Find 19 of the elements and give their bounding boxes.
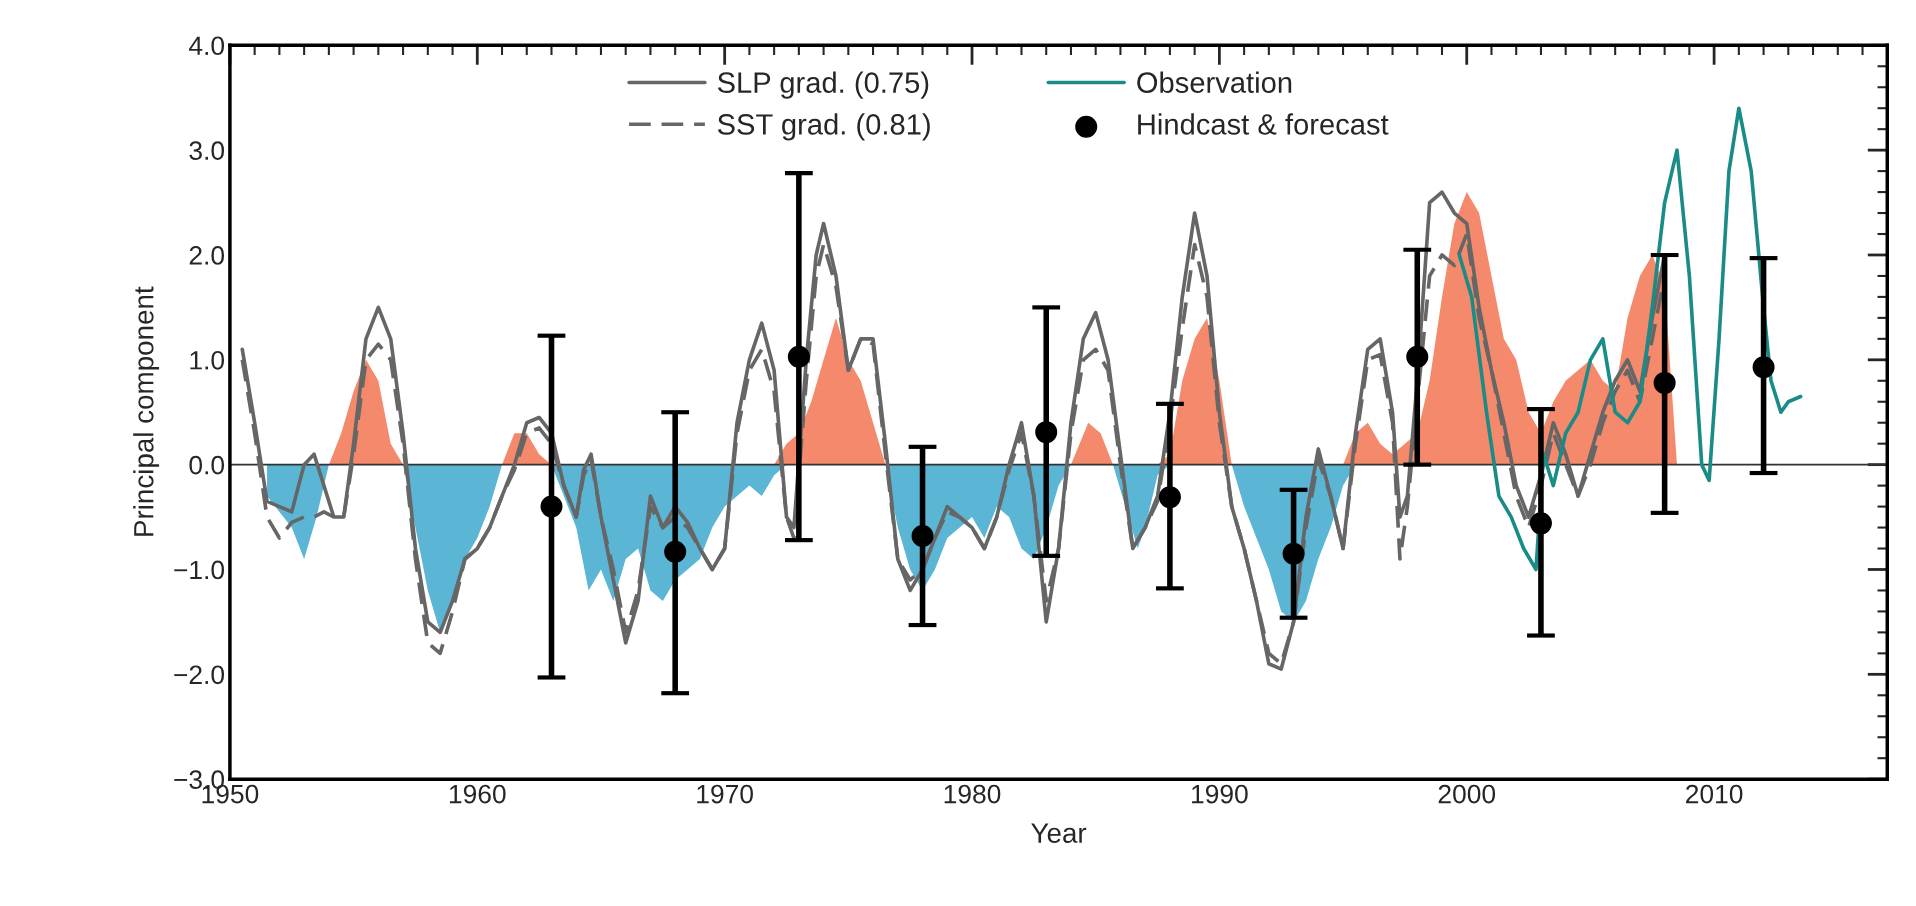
legend-label: SST grad. (0.81) [717,113,930,141]
legend-label: Hindcast & forecast [1138,113,1389,135]
legend-label: SLP grad. (0.75) [717,71,929,99]
y-tick-label: 0.0 [189,455,225,475]
y-axis-title: Principal component [133,286,160,536]
y-tick-label: −2.0 [174,665,225,685]
y-tick-label: 1.0 [190,350,225,370]
x-tick-label: 2010 [1686,784,1743,804]
y-tick-label: 4.0 [188,36,225,56]
x-tick-label: 1960 [449,784,506,804]
x-tick-label: 1980 [944,784,1001,804]
y-tick-label: −1.0 [174,560,225,580]
x-tick-label: 1990 [1192,784,1248,804]
x-axis-title: Year [1031,823,1087,843]
legend-label: Observation [1137,71,1292,93]
y-tick-label: 3.0 [189,141,225,160]
x-tick-label: 2000 [1438,784,1496,804]
x-tick-label: 1970 [697,784,753,804]
y-tick-label: 2.0 [189,246,225,265]
